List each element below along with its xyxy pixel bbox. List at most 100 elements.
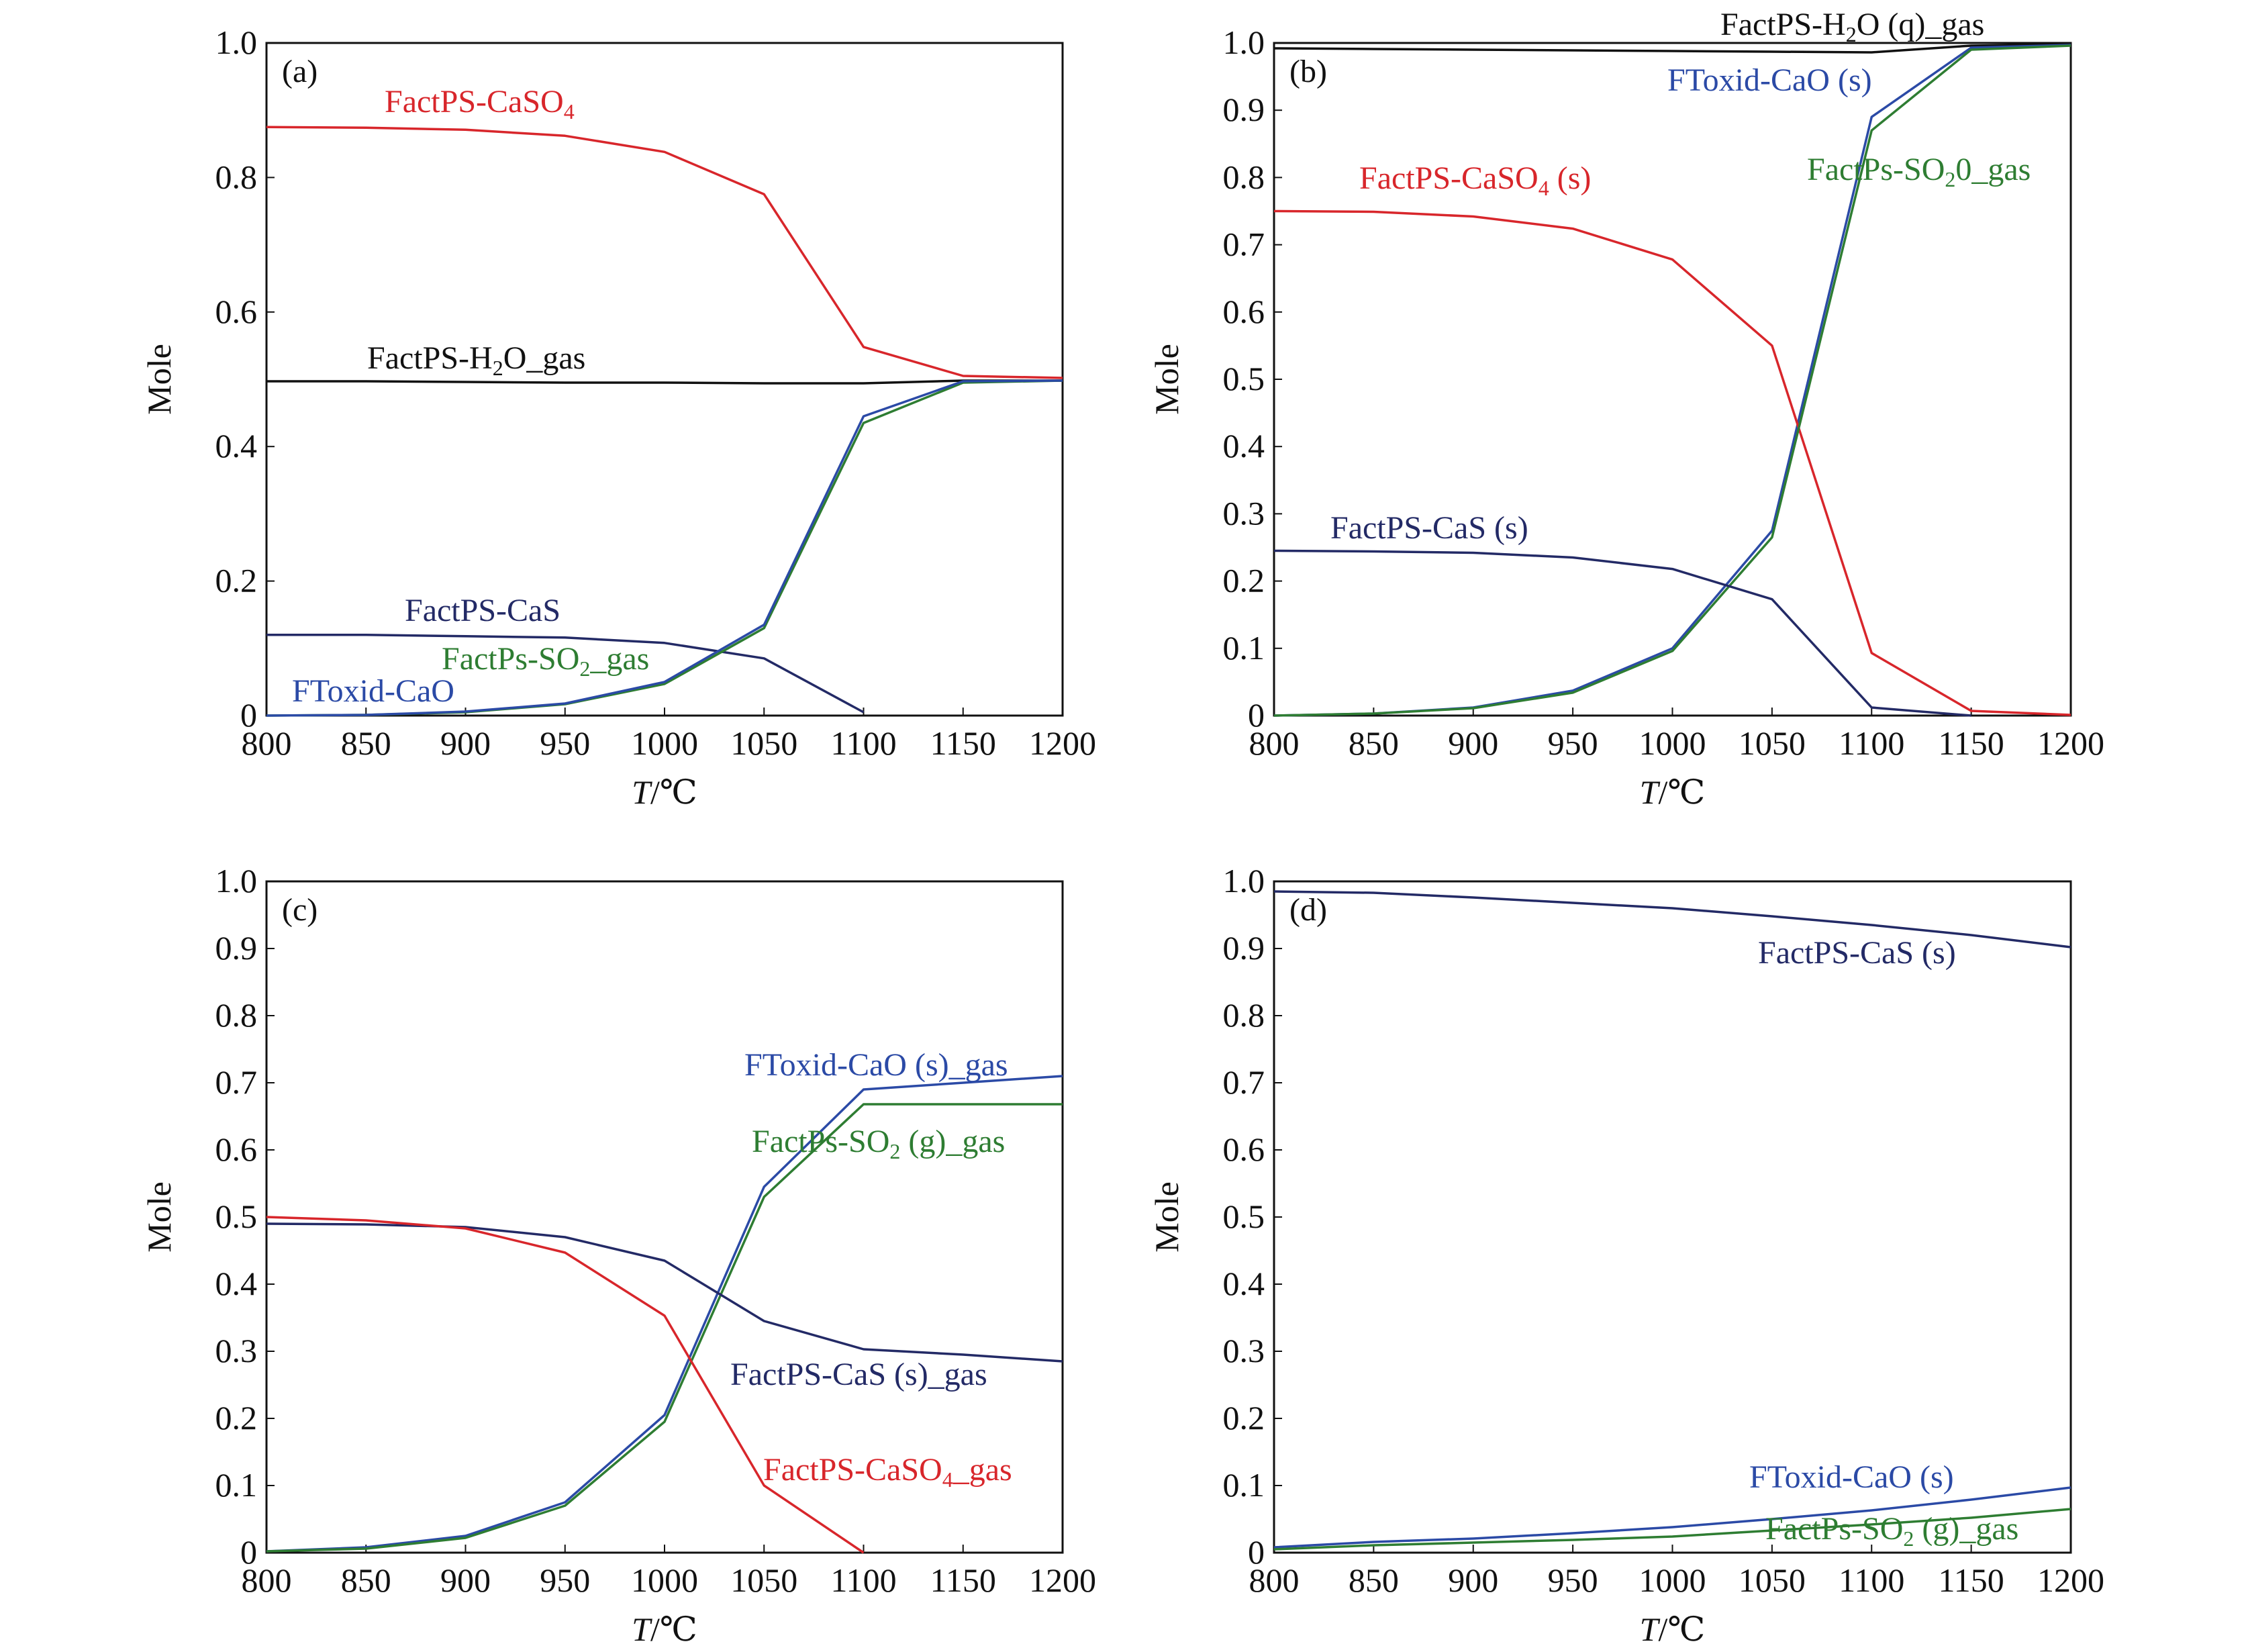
y-tick-label: 0.2 (215, 1399, 258, 1437)
series-label-tail: _gas (953, 1452, 1012, 1488)
x-tick-label: 800 (1249, 1561, 1300, 1599)
x-tick-label: 900 (440, 1561, 491, 1599)
x-axis-label-unit: /℃ (650, 773, 697, 811)
series-label-tail: (g)_gas (900, 1124, 1005, 1159)
x-axis-label-variable: T (632, 773, 652, 811)
x-tick-label: 950 (540, 1561, 590, 1599)
x-tick-label: 1050 (1739, 724, 1806, 762)
x-tick-label: 1050 (730, 1561, 797, 1599)
x-tick-label: 950 (540, 724, 590, 762)
y-tick-label: 0.8 (215, 996, 258, 1034)
y-tick-label: 0.1 (215, 1466, 258, 1504)
x-tick-label: 1150 (1939, 724, 2004, 762)
y-tick-label: 0.8 (1223, 158, 1265, 195)
series-label-subscript: 2 (579, 657, 590, 681)
y-tick-label: 0.9 (215, 929, 258, 967)
series-label-text: FactPS-CaS (s) (1758, 935, 1956, 971)
series-label-text: FactPS-CaSO (1359, 160, 1539, 196)
series-label-text: FactPS-CaSO (385, 84, 564, 119)
y-tick-label: 0.8 (215, 158, 258, 195)
series-line (1273, 890, 2071, 949)
y-tick-label: 0.2 (1223, 562, 1265, 599)
series-label: FToxid-CaO (292, 673, 454, 709)
x-tick-label: 1000 (1639, 724, 1706, 762)
series-line (1273, 549, 1971, 717)
series-label: FToxid-CaO (s)_gas (744, 1047, 1008, 1083)
x-tick-label: 850 (341, 724, 391, 762)
series-label-text: FToxid-CaO (s) (1749, 1459, 1954, 1495)
series-label: FactPS-H2O_gas (367, 340, 585, 380)
series-line (1273, 1486, 2071, 1549)
series-line (1273, 44, 2071, 717)
series-label-text: FToxid-CaO (s) (1667, 62, 1872, 98)
y-tick-label: 0.4 (1223, 1265, 1265, 1302)
series-label-text: FactPS-CaSO (763, 1452, 942, 1488)
x-tick-label: 1200 (2037, 1561, 2104, 1599)
x-tick-label: 850 (1349, 1561, 1399, 1599)
series-label: FactPs-SO2 (g)_gas (1765, 1511, 2018, 1551)
series-label: FactPS-CaSO4 (385, 84, 575, 124)
series-line (266, 379, 1063, 717)
series-label-text: FactPs-SO (1807, 152, 1945, 187)
x-tick-label: 800 (1249, 724, 1300, 762)
y-tick-label: 1.0 (215, 23, 258, 61)
x-tick-label: 1150 (930, 1561, 996, 1599)
plot-frame (1273, 880, 2072, 1554)
chart-panel-a: 800 850 900 950 1000 1050 1100 1150 1200 0 0.2 0.4 0… (140, 23, 1096, 811)
x-axis-label: T/℃ (632, 773, 697, 811)
x-tick-label: 1100 (1839, 724, 1904, 762)
series-label-tail: (g)_gas (1914, 1511, 2018, 1547)
y-axis-label: Mole (1148, 344, 1185, 415)
x-axis-label-unit: /℃ (1658, 1610, 1705, 1648)
series-label: FactPS-CaSO4 (s) (1359, 160, 1591, 200)
series-label-tail: (s) (1549, 160, 1592, 196)
y-axis-label: Mole (1148, 1181, 1185, 1253)
series-line (266, 1075, 1063, 1553)
series-label-subscript: 2 (1945, 167, 1955, 191)
series-label: FactPs-SO2_gas (442, 641, 649, 681)
x-tick-label: 1150 (1939, 1561, 2004, 1599)
y-tick-label: 0.2 (1223, 1399, 1265, 1437)
series-label-text: FactPS-CaS (405, 593, 560, 628)
series-label-subscript: 4 (564, 99, 575, 124)
series-label-text: FToxid-CaO (292, 673, 454, 709)
x-tick-label: 800 (242, 724, 292, 762)
y-tick-label: 0.5 (1223, 1198, 1265, 1235)
series-label-text: FactPs-SO (752, 1124, 889, 1159)
series-label-tail: O (q)_gas (1857, 7, 1985, 42)
y-tick-label: 0.6 (215, 293, 258, 330)
chart-panel-c: 800 850 900 950 1000 1050 1100 1150 1200 0 0.1 0.2 0… (140, 862, 1096, 1648)
x-tick-label: 900 (1448, 724, 1498, 762)
panel-label: (c) (282, 892, 318, 928)
series-label-text: FToxid-CaO (s)_gas (744, 1047, 1008, 1083)
x-tick-label: 1100 (830, 1561, 896, 1599)
series-label-tail: O_gas (503, 340, 586, 376)
panel-label: (a) (282, 54, 318, 89)
y-tick-label: 0.7 (1223, 226, 1265, 263)
y-tick-label: 0.7 (215, 1063, 258, 1101)
plot-frame (1273, 42, 2072, 717)
series-label: FactPS-H2O (q)_gas (1720, 7, 1984, 46)
x-tick-label: 800 (242, 1561, 292, 1599)
y-tick-label: 0 (240, 696, 257, 734)
y-tick-label: 0.3 (1223, 494, 1265, 532)
y-tick-label: 0 (1248, 1533, 1265, 1571)
series-label-text: FactPS-CaS (s)_gas (730, 1357, 987, 1392)
series-line (266, 379, 1063, 385)
series-line (1273, 44, 2071, 717)
series-line (266, 634, 865, 714)
series-label-subscript: 4 (1539, 176, 1549, 200)
x-axis-label: T/℃ (1640, 1610, 1706, 1648)
x-tick-label: 1000 (631, 1561, 698, 1599)
x-tick-label: 1200 (1029, 1561, 1096, 1599)
series-label: FactPS-CaS (s) (1330, 510, 1528, 546)
x-axis-label-variable: T (1640, 1610, 1661, 1648)
chart-panel-d: 800 850 900 950 1000 1050 1100 1150 1200 0 0.1 0.2 0… (1148, 862, 2104, 1648)
series-label: FactPS-CaS (405, 593, 560, 628)
series-line (266, 1222, 1063, 1363)
x-tick-label: 1200 (2037, 724, 2104, 762)
y-tick-label: 0.6 (1223, 1130, 1265, 1168)
series-label-text: FactPS-H (367, 340, 493, 376)
series-label: FactPs-SO20_gas (1807, 152, 2031, 191)
